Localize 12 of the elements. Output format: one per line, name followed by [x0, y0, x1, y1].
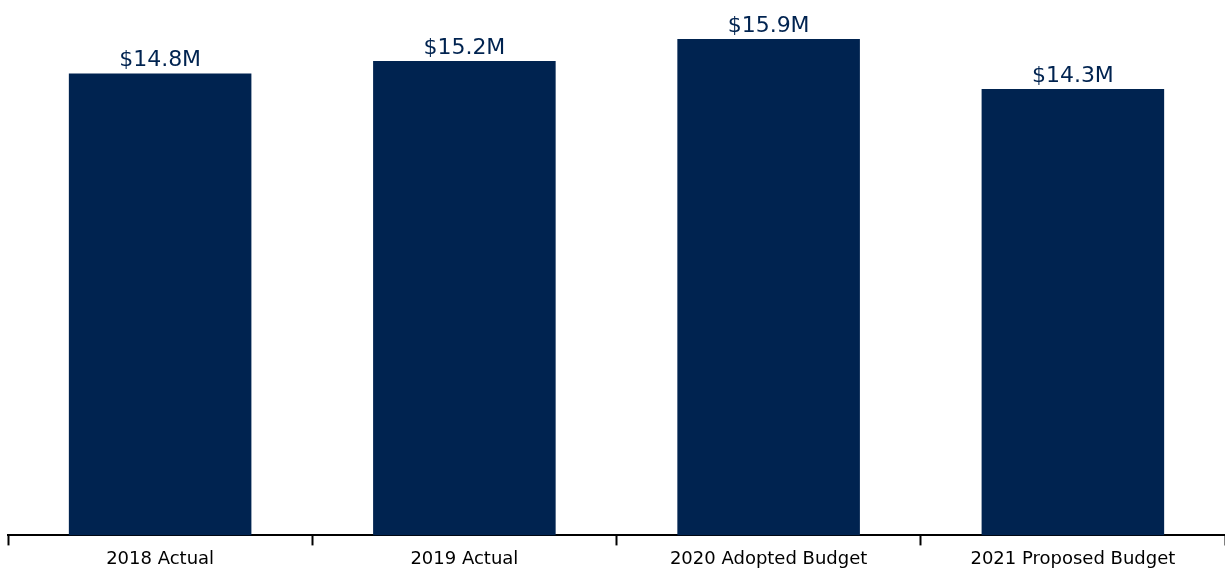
data-label: $14.8M — [119, 46, 202, 72]
data-label: $15.9M — [727, 11, 810, 37]
bar — [68, 73, 252, 536]
x-tick-label: 2020 Adopted Budget — [669, 546, 868, 568]
bar — [677, 39, 860, 536]
data-label: $14.3M — [1031, 61, 1114, 87]
x-tick-label: 2021 Proposed Budget — [970, 546, 1176, 568]
x-tick-label: 2018 Actual — [106, 546, 215, 568]
bar — [373, 60, 556, 536]
data-label: $15.2M — [423, 33, 506, 59]
bar — [981, 89, 1165, 536]
x-tick-label: 2019 Actual — [410, 546, 519, 568]
